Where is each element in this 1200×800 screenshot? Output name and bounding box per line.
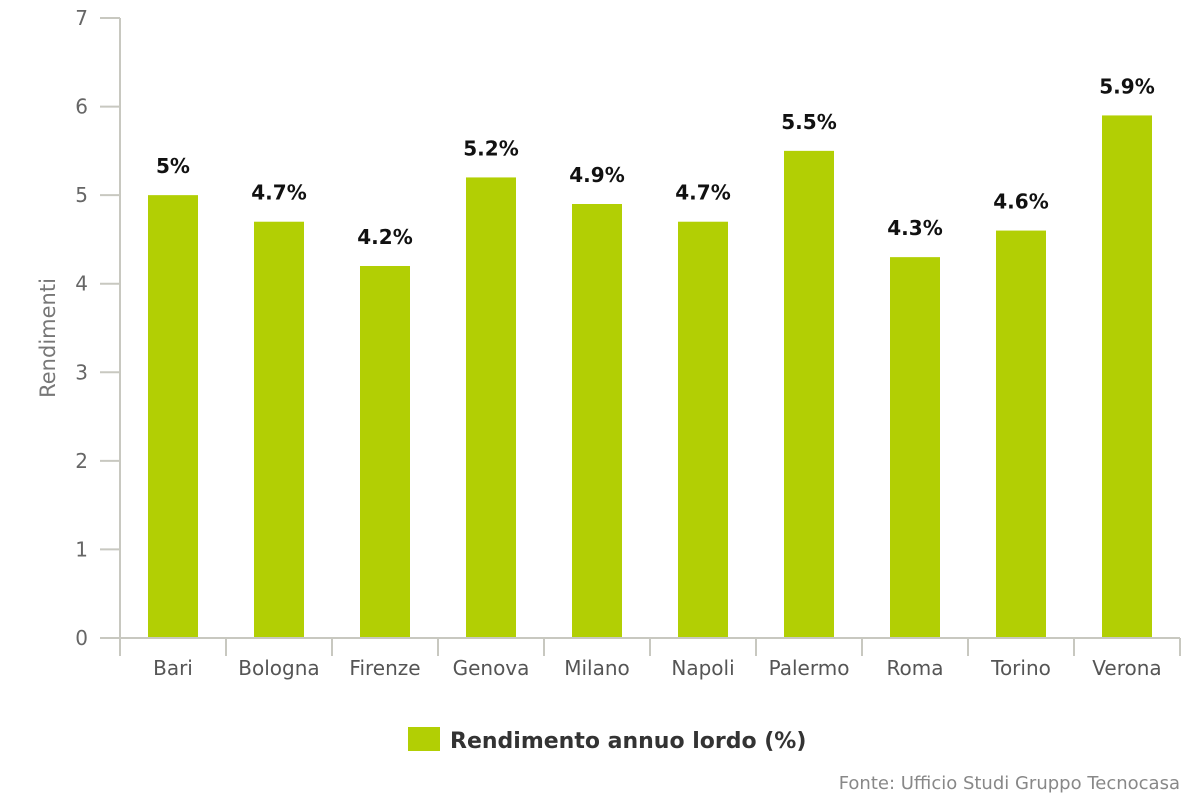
x-tick-label-palermo: Palermo bbox=[769, 656, 850, 680]
legend[interactable]: Rendimento annuo lordo (%) bbox=[408, 727, 806, 754]
bar-genova[interactable] bbox=[466, 177, 516, 638]
bars bbox=[148, 115, 1152, 639]
data-label-torino: 4.6% bbox=[993, 190, 1048, 214]
bar-verona[interactable] bbox=[1102, 115, 1152, 638]
bar-napoli[interactable] bbox=[678, 221, 728, 638]
bar-firenze[interactable] bbox=[360, 266, 410, 638]
bar-milano[interactable] bbox=[572, 204, 622, 638]
x-tick-label-genova: Genova bbox=[453, 656, 530, 680]
bar-palermo[interactable] bbox=[784, 150, 834, 638]
data-label-bari: 5% bbox=[156, 154, 190, 178]
legend-swatch bbox=[408, 727, 440, 751]
x-tick-label-roma: Roma bbox=[887, 656, 944, 680]
y-tick-label: 4 bbox=[75, 272, 88, 296]
bar-bologna[interactable] bbox=[254, 221, 304, 638]
y-axis-ticks: 0 1 2 3 4 5 6 7 bbox=[75, 6, 120, 650]
data-label-genova: 5.2% bbox=[463, 136, 518, 160]
x-tick-label-firenze: Firenze bbox=[349, 656, 420, 680]
data-label-palermo: 5.5% bbox=[781, 110, 836, 134]
data-label-bologna: 4.7% bbox=[251, 181, 306, 205]
data-label-verona: 5.9% bbox=[1099, 74, 1154, 98]
bar-roma[interactable] bbox=[890, 257, 940, 638]
y-tick-label: 5 bbox=[75, 183, 88, 207]
y-tick-label: 0 bbox=[75, 626, 88, 650]
bar-bari[interactable] bbox=[148, 195, 198, 638]
source-note: Fonte: Ufficio Studi Gruppo Tecnocasa bbox=[838, 773, 1180, 794]
data-label-milano: 4.9% bbox=[569, 163, 624, 187]
data-label-firenze: 4.2% bbox=[357, 225, 412, 249]
x-tick-label-milano: Milano bbox=[564, 656, 630, 680]
data-labels: 5% 4.7% 4.2% 5.2% 4.9% 4.7% 5.5% 4.3% 4.6% 5.9% bbox=[156, 74, 1155, 249]
y-tick-label: 3 bbox=[75, 360, 88, 384]
y-tick-label: 7 bbox=[75, 6, 88, 30]
x-tick-label-bologna: Bologna bbox=[238, 656, 319, 680]
data-label-napoli: 4.7% bbox=[675, 181, 730, 205]
x-tick-label-bari: Bari bbox=[153, 656, 193, 680]
x-axis-ticks: Bari Bologna Firenze Genova Milano Napoli Pale… bbox=[119, 638, 1181, 680]
legend-label: Rendimento annuo lordo (%) bbox=[450, 729, 806, 754]
data-label-roma: 4.3% bbox=[887, 216, 942, 240]
y-tick-label: 6 bbox=[75, 95, 88, 119]
x-tick-label-napoli: Napoli bbox=[671, 656, 734, 680]
y-tick-label: 2 bbox=[75, 449, 88, 473]
bar-torino[interactable] bbox=[996, 230, 1046, 639]
y-tick-label: 1 bbox=[75, 537, 88, 561]
x-tick-label-verona: Verona bbox=[1092, 656, 1161, 680]
x-tick-label-torino: Torino bbox=[990, 656, 1051, 680]
y-axis-title: Rendimenti bbox=[36, 278, 60, 398]
